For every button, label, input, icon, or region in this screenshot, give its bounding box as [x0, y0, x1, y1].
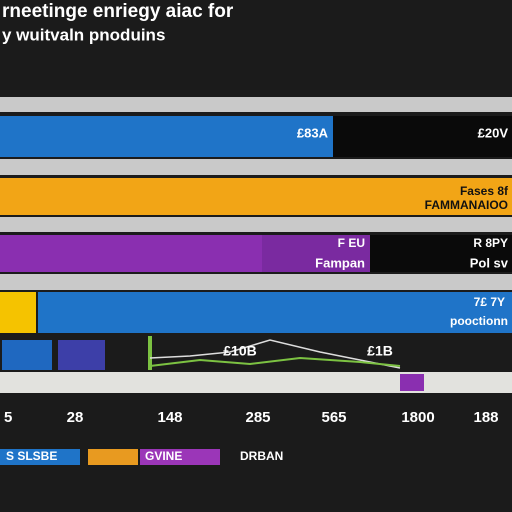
band	[0, 159, 512, 175]
axis: 5 28 148 285 565 1800 188	[4, 409, 499, 426]
bar-label: FAMMANAIOO	[425, 198, 508, 212]
title: rneetinge enriegy aiac for	[2, 1, 234, 22]
legend-swatch	[140, 449, 220, 465]
bar-label: £83A	[297, 125, 329, 140]
trend-line	[149, 339, 401, 369]
bar-label: £20V	[478, 125, 509, 140]
bar	[58, 340, 105, 370]
tick-label: 28	[67, 409, 84, 426]
legend-label: GVINE	[145, 449, 182, 463]
bar-rest	[370, 235, 512, 272]
bar-label: pooctionn	[450, 314, 508, 328]
bar	[0, 178, 512, 215]
subtitle: y wuitvaln pnoduins	[2, 25, 165, 44]
bar-rest	[333, 116, 512, 157]
bar	[0, 292, 36, 333]
tick-label: 285	[245, 409, 270, 426]
tick-label: 565	[321, 409, 346, 426]
bar	[2, 340, 52, 370]
band	[0, 274, 512, 290]
legend-label: S SLSBE	[6, 449, 57, 463]
band	[0, 97, 512, 112]
band	[0, 372, 512, 393]
bar-label: R 8PY	[473, 236, 508, 250]
bar-label: Fases 8f	[460, 184, 509, 198]
bar	[400, 374, 424, 391]
bar-label: £1B	[367, 343, 393, 359]
tick-label: 1800	[401, 409, 434, 426]
tick-label: 188	[473, 409, 498, 426]
bar-label: 7£ 7Y	[474, 295, 505, 309]
legend-label: DRBAN	[240, 449, 283, 463]
bar-label: Pol sv	[470, 255, 509, 270]
band	[0, 217, 512, 232]
bar	[38, 292, 512, 333]
spark	[148, 336, 152, 370]
trend-line	[149, 356, 401, 367]
bar-label: Fampan	[315, 255, 365, 270]
legend-swatch	[88, 449, 138, 465]
legend-swatch	[0, 449, 80, 465]
bar-label: £10B	[223, 343, 256, 359]
tick-label: 5	[4, 409, 12, 426]
bar	[0, 235, 262, 272]
tick-label: 148	[157, 409, 182, 426]
bar	[262, 235, 370, 272]
bar	[0, 116, 333, 157]
bar-label: F EU	[338, 236, 365, 250]
